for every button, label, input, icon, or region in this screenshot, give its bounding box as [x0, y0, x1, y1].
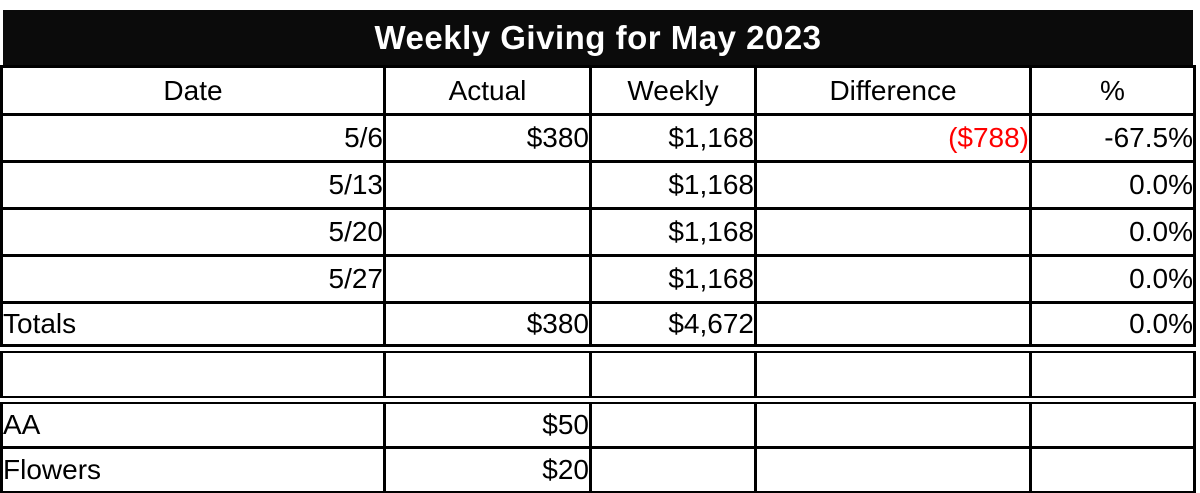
percent-cell: -67.5%	[1029, 113, 1196, 163]
empty-row	[0, 351, 1196, 398]
extra-amount-cell: $20	[383, 446, 592, 493]
column-header-difference: Difference	[754, 65, 1032, 116]
weekly-cell: $1,168	[589, 254, 757, 304]
empty-cell	[1029, 446, 1196, 493]
date-cell: 5/6	[0, 113, 386, 163]
difference-cell: ($788)	[754, 113, 1032, 163]
empty-cell	[383, 351, 592, 398]
empty-cell	[754, 402, 1032, 449]
weekly-cell: $1,168	[589, 113, 757, 163]
table-row: 5/13 $1,168 0.0%	[0, 160, 1196, 210]
totals-difference-cell	[754, 301, 1032, 347]
giving-table: Date Actual Weekly Difference % 5/6 $380…	[0, 65, 1196, 347]
sheet-title: Weekly Giving for May 2023	[3, 10, 1193, 65]
table-row: 5/6 $380 $1,168 ($788) -67.5%	[0, 113, 1196, 163]
header-row: Date Actual Weekly Difference %	[0, 65, 1196, 116]
extras-table: AA $50 Flowers $20	[0, 402, 1196, 493]
empty-cell	[589, 446, 757, 493]
totals-percent-cell: 0.0%	[1029, 301, 1196, 347]
empty-cell	[1029, 351, 1196, 398]
difference-cell	[754, 160, 1032, 210]
totals-label: Totals	[0, 301, 386, 347]
percent-cell: 0.0%	[1029, 160, 1196, 210]
empty-cell	[0, 351, 386, 398]
actual-cell	[383, 207, 592, 257]
totals-row: Totals $380 $4,672 0.0%	[0, 301, 1196, 347]
column-header-actual: Actual	[383, 65, 592, 116]
weekly-cell: $1,168	[589, 160, 757, 210]
empty-cell	[1029, 402, 1196, 449]
weekly-cell: $1,168	[589, 207, 757, 257]
empty-cell	[589, 402, 757, 449]
totals-actual-cell: $380	[383, 301, 592, 347]
difference-cell	[754, 207, 1032, 257]
percent-cell: 0.0%	[1029, 254, 1196, 304]
actual-cell	[383, 254, 592, 304]
empty-cell	[589, 351, 757, 398]
column-header-date: Date	[0, 65, 386, 116]
column-header-percent: %	[1029, 65, 1196, 116]
extra-label: AA	[0, 402, 386, 449]
totals-weekly-cell: $4,672	[589, 301, 757, 347]
table-row: 5/27 $1,168 0.0%	[0, 254, 1196, 304]
column-header-weekly: Weekly	[589, 65, 757, 116]
percent-cell: 0.0%	[1029, 207, 1196, 257]
table-row: 5/20 $1,168 0.0%	[0, 207, 1196, 257]
date-cell: 5/13	[0, 160, 386, 210]
empty-cell	[754, 351, 1032, 398]
actual-cell	[383, 160, 592, 210]
extra-row-aa: AA $50	[0, 402, 1196, 449]
date-cell: 5/27	[0, 254, 386, 304]
difference-cell	[754, 254, 1032, 304]
empty-row-table	[0, 351, 1196, 398]
actual-cell: $380	[383, 113, 592, 163]
empty-cell	[754, 446, 1032, 493]
extra-row-flowers: Flowers $20	[0, 446, 1196, 493]
extra-amount-cell: $50	[383, 402, 592, 449]
date-cell: 5/20	[0, 207, 386, 257]
extra-label: Flowers	[0, 446, 386, 493]
